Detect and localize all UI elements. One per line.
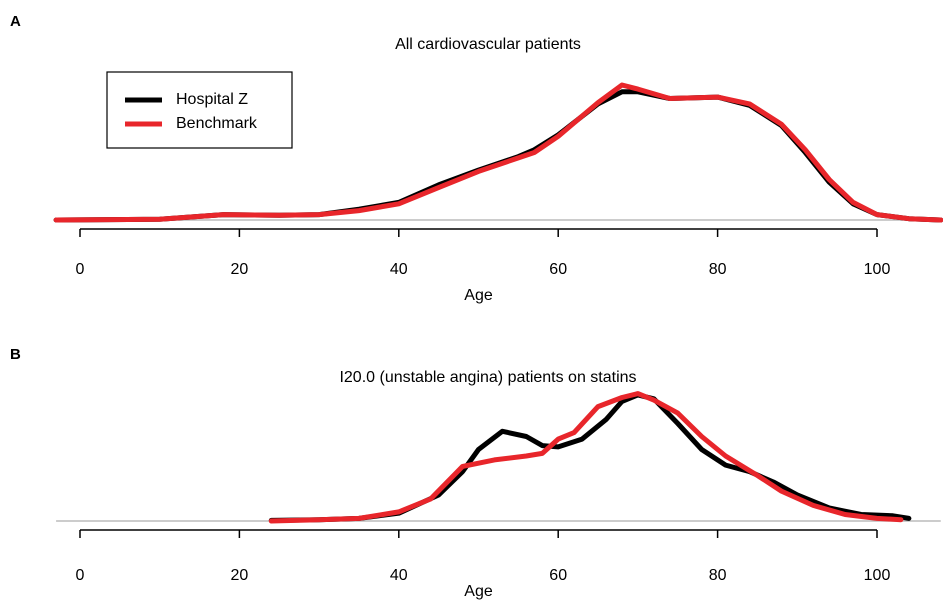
chart-title: I20.0 (unstable angina) patients on stat… <box>339 369 636 386</box>
x-tick-label: 60 <box>549 567 567 584</box>
x-tick-label: 100 <box>864 261 891 278</box>
legend-label: Benchmark <box>176 115 258 132</box>
x-tick-label: 60 <box>549 261 567 278</box>
x-axis-label: Age <box>464 583 493 600</box>
x-tick-label: 40 <box>390 567 408 584</box>
density-line <box>268 392 912 523</box>
chart-title: All cardiovascular patients <box>395 36 581 53</box>
x-axis-label: Age <box>464 287 493 304</box>
x-tick-label: 0 <box>76 261 85 278</box>
x-tick-label: 0 <box>76 567 85 584</box>
x-tick-label: 20 <box>231 567 249 584</box>
x-tick-label: 40 <box>390 261 408 278</box>
x-tick-label: 100 <box>864 567 891 584</box>
x-tick-label: 80 <box>709 567 727 584</box>
density-line <box>53 82 943 223</box>
panel-label: B <box>10 346 21 363</box>
x-tick-label: 80 <box>709 261 727 278</box>
density-line <box>268 391 904 524</box>
legend-box <box>106 71 293 149</box>
x-tick-label: 20 <box>231 261 249 278</box>
legend-label: Hospital Z <box>176 91 248 108</box>
panel-label: A <box>10 13 21 30</box>
